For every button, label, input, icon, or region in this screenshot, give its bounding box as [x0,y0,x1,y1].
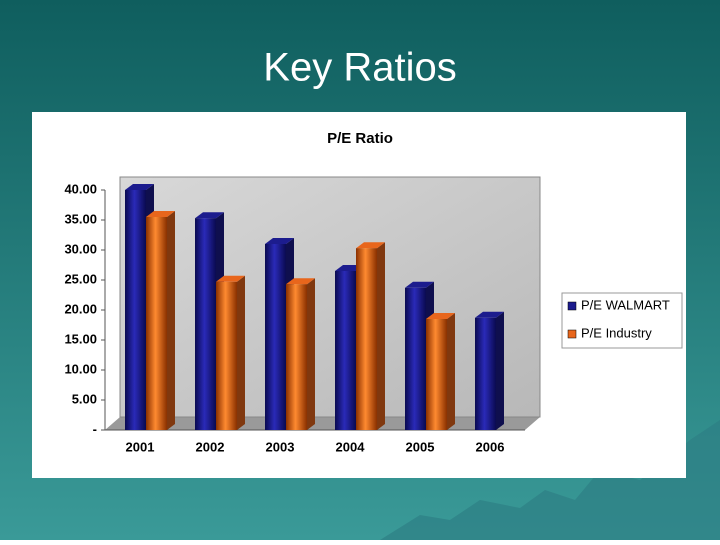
bar-top [475,311,504,318]
bar-front [426,319,447,430]
y-tick-label: 30.00 [64,241,97,256]
x-tick-label: 2005 [406,439,435,454]
bar-front [265,244,286,430]
x-tick-label: 2001 [126,439,155,454]
legend-swatch [567,329,577,339]
bar [475,311,504,430]
bar-front [475,317,496,430]
bar-side [167,211,175,430]
y-tick-label: 20.00 [64,301,97,316]
x-tick-label: 2002 [196,439,225,454]
y-tick-label: 35.00 [64,211,97,226]
x-tick-label: 2003 [266,439,295,454]
bar-front [195,218,216,430]
y-tick-label: 25.00 [64,271,97,286]
bar-front [356,248,377,430]
bar-front [405,287,426,430]
bar-side [237,275,245,430]
bar-front [286,284,307,430]
mountain-decoration [380,420,720,540]
bar-top [216,275,245,282]
bar [286,278,315,430]
legend-label: P/E WALMART [581,297,670,312]
y-tick-label: 15.00 [64,331,97,346]
bar-front [146,217,167,430]
bar-front [335,271,356,430]
plot-wall [119,176,541,418]
bar-side [307,278,315,430]
bar-top [195,212,224,219]
y-tick-label: 5.00 [72,391,97,406]
bar [426,313,455,430]
bar-top [146,211,175,217]
bar-front [125,190,146,430]
bar [356,242,385,430]
x-tick-label: 2004 [336,439,366,454]
bar-top [405,281,434,288]
legend [561,292,683,349]
bar-top [125,184,154,190]
bar-side [496,311,504,430]
y-tick-label: - [93,421,97,436]
chart-title: P/E Ratio [327,130,393,147]
bar-side [377,242,385,430]
bar-top [286,278,315,285]
legend-label: P/E Industry [581,325,652,340]
bar-side [447,313,455,430]
y-tick-label: 40.00 [64,181,97,196]
slide-title: Key Ratios [263,46,456,90]
bar-top [265,238,294,244]
bar-top [426,313,455,319]
bar-front [216,281,237,430]
bar-top [356,242,385,249]
bar [146,211,175,430]
chart-content: - 5.00 10.00 15.00 20.00 25.00 30.00 35.00 40.00… [64,181,669,454]
y-tick-label: 10.00 [64,361,97,376]
x-tick-label: 2006 [476,439,505,454]
legend-swatch [567,301,577,311]
bar [216,275,245,430]
